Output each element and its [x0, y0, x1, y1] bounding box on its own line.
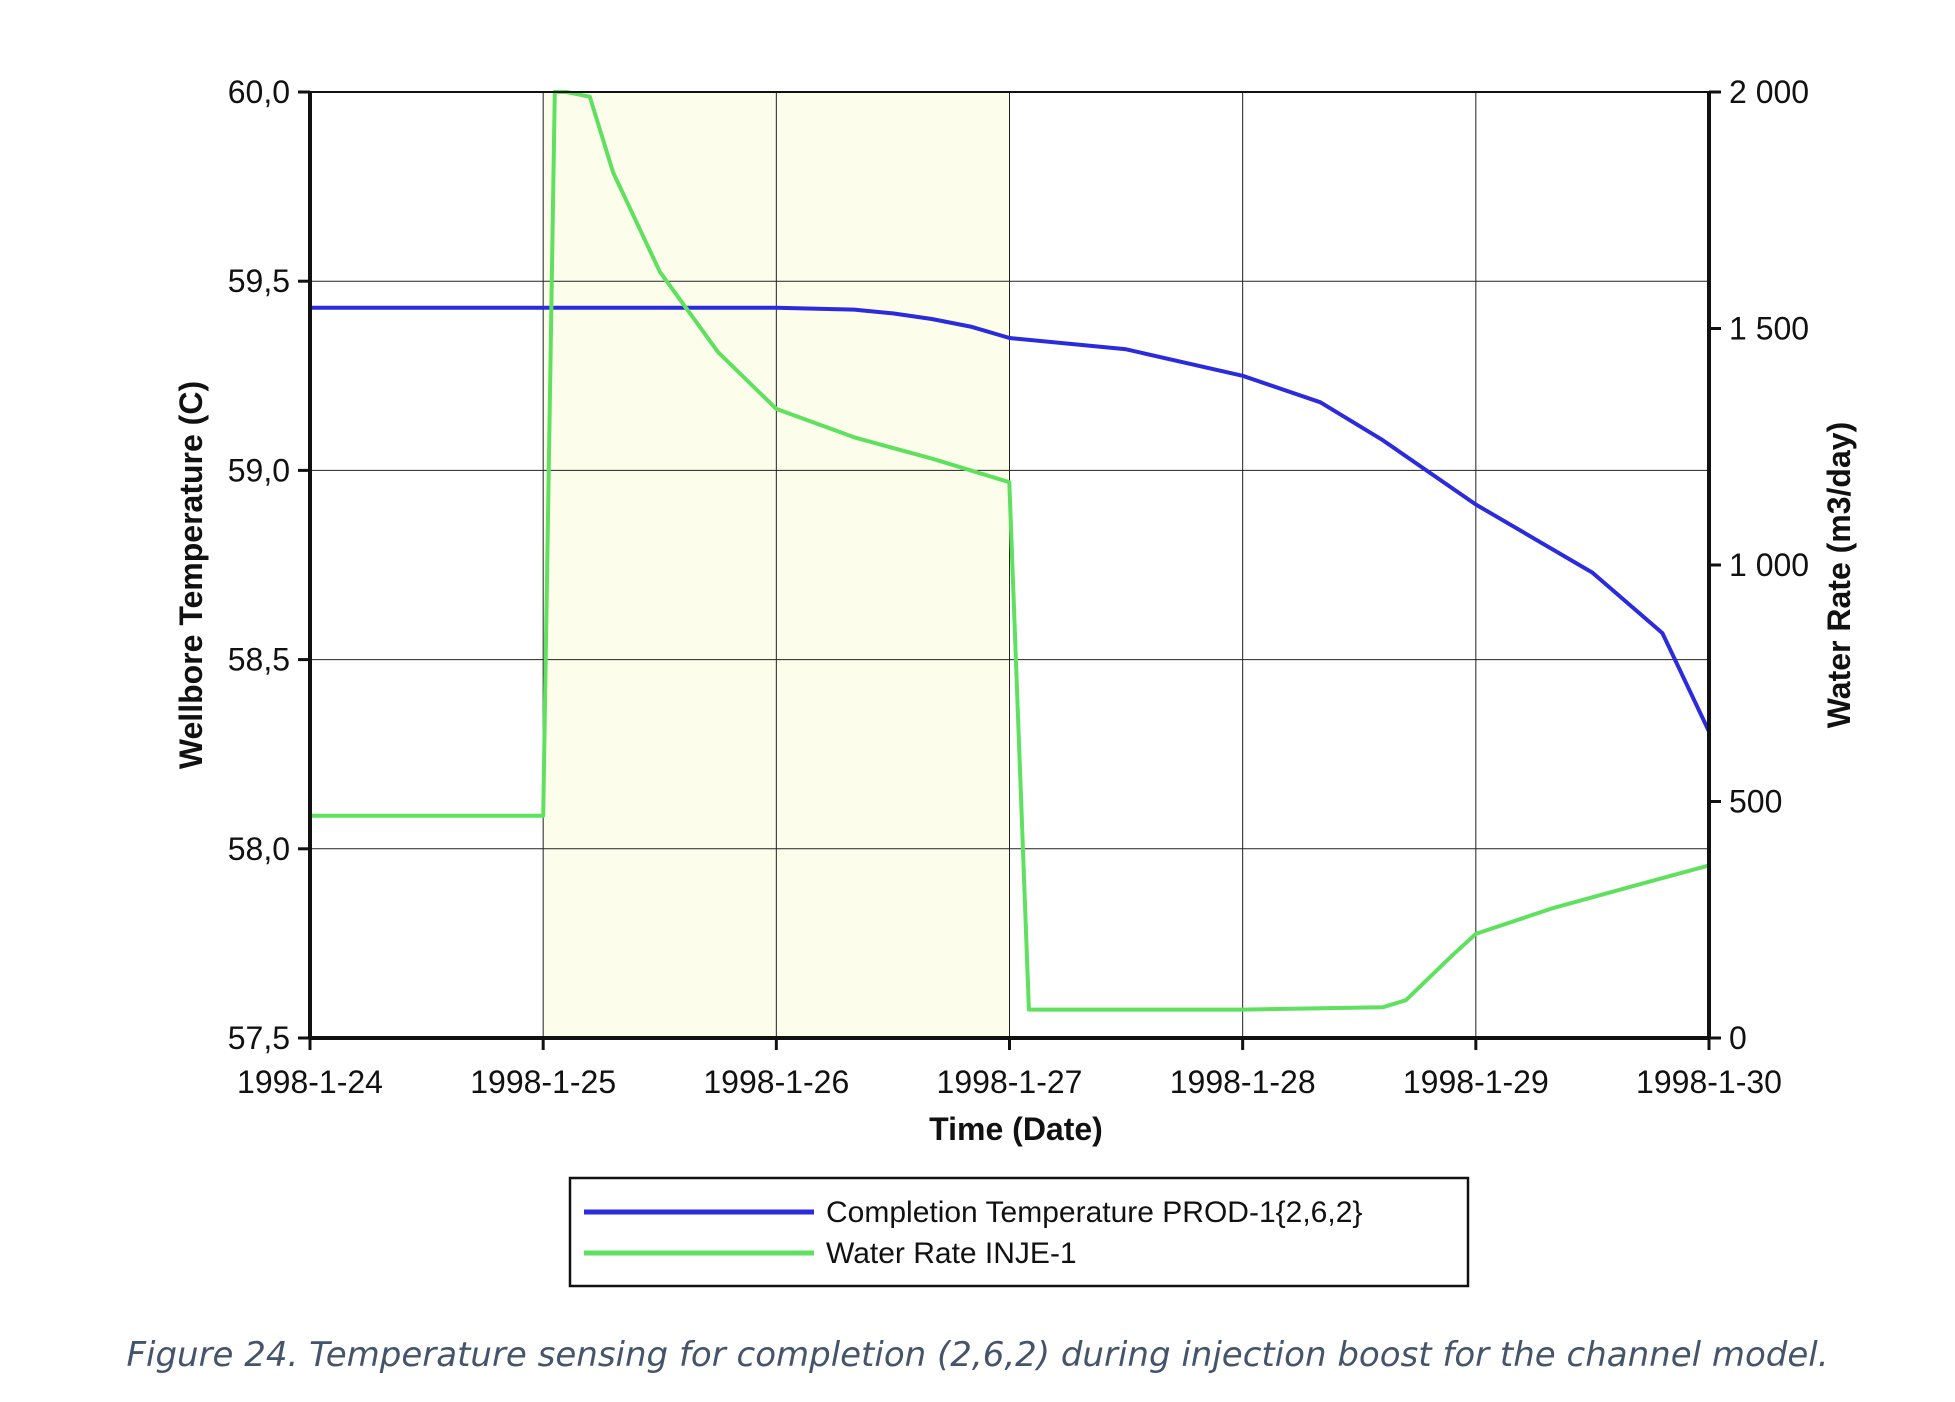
x-tick-label: 1998-1-27	[937, 1064, 1083, 1100]
x-tick-label: 1998-1-28	[1170, 1064, 1316, 1100]
legend-label-temperature: Completion Temperature PROD-1{2,6,2}	[826, 1196, 1362, 1229]
y2-tick-label: 0	[1729, 1020, 1747, 1056]
y-tick-label: 57,5	[228, 1020, 290, 1056]
y-axis-title: Wellbore Temperature (C)	[173, 381, 209, 769]
y2-tick-label: 500	[1729, 784, 1782, 820]
y-tick-label: 59,0	[228, 452, 290, 488]
series-line-temperature	[310, 305, 1711, 733]
y2-tick-label: 1 500	[1729, 311, 1809, 347]
x-tick-label: 1998-1-29	[1403, 1064, 1549, 1100]
x-tick-label: 1998-1-24	[237, 1064, 383, 1100]
y2-tick-label: 2 000	[1729, 74, 1809, 110]
y-tick-label: 60,0	[228, 74, 290, 110]
axes	[298, 90, 1721, 1050]
y-tick-label: 58,0	[228, 831, 290, 867]
y-tick-label: 59,5	[228, 263, 290, 299]
tick-labels: 1998-1-24 1998-1-25 1998-1-26 1998-1-27 1998…	[228, 74, 1809, 1100]
y-tick-label: 58,5	[228, 642, 290, 678]
y2-axis-title: Water Rate (m3/day)	[1821, 422, 1857, 728]
figure-caption: Figure 24. Temperature sensing for compl…	[126, 1335, 1829, 1375]
legend-box	[568, 1176, 1470, 1288]
legend-label-water-rate: Water Rate INJE-1	[826, 1237, 1077, 1270]
legend: Completion Temperature PROD-1{2,6,2} Wat…	[568, 1176, 1470, 1288]
x-axis-title: Time (Date)	[929, 1111, 1103, 1147]
series-layer	[310, 90, 1711, 1012]
x-tick-label: 1998-1-26	[703, 1064, 849, 1100]
series-line-water-rate	[310, 90, 1710, 1012]
x-tick-label: 1998-1-25	[470, 1064, 616, 1100]
x-tick-label: 1998-1-30	[1636, 1064, 1782, 1100]
gridlines	[310, 92, 1709, 1038]
y2-tick-label: 1 000	[1729, 547, 1809, 583]
